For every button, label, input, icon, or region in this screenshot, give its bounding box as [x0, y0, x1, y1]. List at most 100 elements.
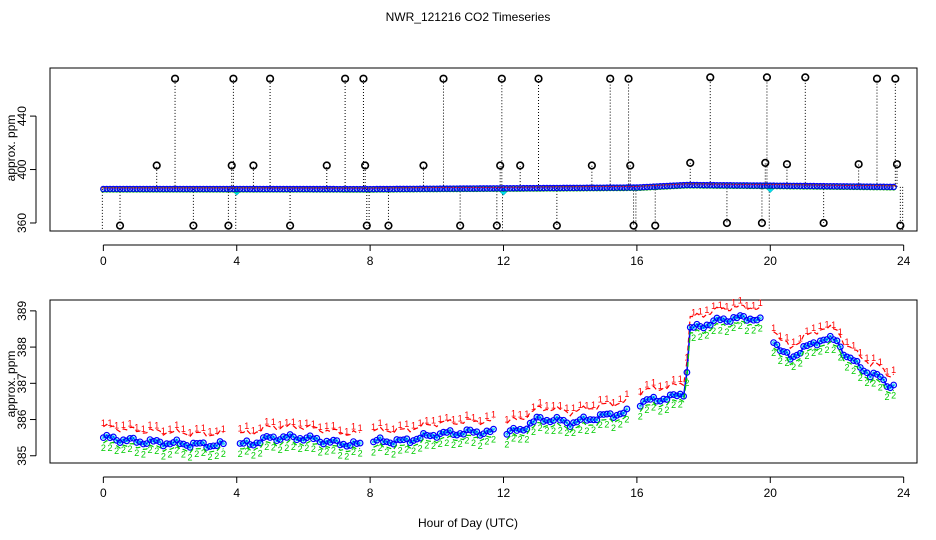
mean-point [326, 438, 334, 446]
mean-point [790, 353, 798, 361]
series-marker: 1 [444, 413, 449, 423]
mean-point-core [798, 351, 802, 355]
baseline-point [567, 184, 574, 192]
baseline-point [163, 185, 170, 193]
series-marker: 1 [238, 424, 243, 434]
baseline-point [737, 182, 744, 189]
series-marker: 2 [704, 330, 709, 340]
series-marker: 1 [578, 400, 583, 410]
spike-point [782, 160, 792, 169]
series-marker: 1 [284, 418, 289, 428]
baseline-point [727, 182, 734, 189]
mean-point-core [492, 427, 496, 431]
baseline-point [173, 185, 180, 193]
baseline-point [470, 185, 477, 192]
baseline-point [853, 183, 861, 190]
baseline-point [850, 183, 857, 190]
series-marker: 1 [711, 301, 716, 311]
baseline-point [236, 185, 244, 193]
mean-point [750, 316, 758, 324]
baseline-point [847, 183, 854, 190]
baseline-point [607, 184, 614, 191]
series-marker: 1 [324, 421, 329, 431]
series-marker: 2 [431, 441, 436, 451]
mean-point-core [278, 438, 282, 442]
spike-point [516, 161, 525, 170]
baseline-point [660, 182, 667, 190]
spike-point [624, 74, 633, 83]
series-marker: 1 [398, 420, 403, 430]
baseline-point [663, 182, 671, 190]
mean-point [393, 436, 401, 443]
mean-point [310, 435, 317, 443]
series-marker: 1 [571, 403, 576, 413]
series-marker: 1 [451, 415, 456, 425]
series-marker: 1 [851, 341, 856, 351]
mean-point [416, 434, 424, 442]
series-marker: 1 [108, 418, 113, 428]
mean-point [406, 439, 414, 447]
mean-point [686, 323, 694, 331]
mean-point [556, 416, 564, 424]
x-tick-label: 20 [764, 486, 778, 500]
spike-point [227, 161, 236, 170]
mean-point [840, 351, 848, 359]
top-panel: approx. ppm 0 4 8 12 16 20 24 360 400 440 [4, 67, 918, 268]
spike-point [189, 221, 198, 230]
mean-point-core [882, 378, 886, 382]
mean-point [376, 434, 384, 442]
y-axis: 385 386 387 388 389 [15, 301, 37, 466]
mean-point-core [708, 323, 712, 327]
series-marker: 2 [731, 323, 736, 333]
series-marker: 2 [154, 446, 159, 456]
series-marker: 1 [464, 410, 469, 420]
mean-point-core [285, 435, 289, 439]
mean-point [143, 440, 151, 448]
series-marker: 2 [878, 382, 883, 392]
baseline-point [693, 181, 701, 189]
spike-point [439, 74, 448, 83]
mean-point [773, 341, 781, 349]
baseline-point [873, 183, 881, 190]
baseline-point [176, 185, 184, 193]
baseline-point [353, 185, 360, 193]
mean-point [566, 423, 574, 431]
series-marker: 2 [871, 378, 876, 388]
baseline-point [800, 182, 807, 190]
baseline-point [363, 185, 370, 193]
mean-point [526, 419, 534, 427]
series-marker: 2 [504, 440, 509, 450]
baseline-point [286, 185, 294, 193]
series-marker: 2 [181, 449, 186, 459]
baseline-point [210, 185, 217, 193]
series-marker: 2 [418, 444, 423, 454]
baseline-point [817, 182, 824, 190]
y-axis: 360 400 440 [15, 106, 37, 233]
baseline-point [813, 182, 821, 190]
baseline-point [593, 184, 601, 191]
baseline-point [133, 185, 140, 193]
mean-point-core [175, 438, 179, 442]
baseline-point [560, 184, 567, 192]
baseline-point [863, 183, 871, 190]
series-marker: 2 [238, 449, 243, 459]
series-line [773, 340, 895, 394]
mean-point-core [552, 418, 556, 422]
baseline-point [570, 184, 577, 192]
baseline-point [100, 185, 107, 193]
series-marker: 1 [724, 302, 729, 312]
series-marker: 1 [358, 423, 363, 433]
baseline-point [206, 185, 214, 193]
baseline-point [146, 185, 154, 193]
baseline-point [340, 185, 347, 193]
x-axis: 0 4 8 12 16 20 24 [100, 244, 911, 268]
mean-point-core [315, 436, 319, 440]
spike-point [801, 73, 810, 82]
mean-point-core [582, 415, 586, 419]
series-marker: 1 [114, 420, 119, 430]
series-marker: 1 [744, 301, 749, 311]
series-marker: 2 [844, 362, 849, 372]
spike-point [384, 221, 393, 230]
mean-point [403, 435, 411, 443]
baseline-point [220, 185, 227, 193]
